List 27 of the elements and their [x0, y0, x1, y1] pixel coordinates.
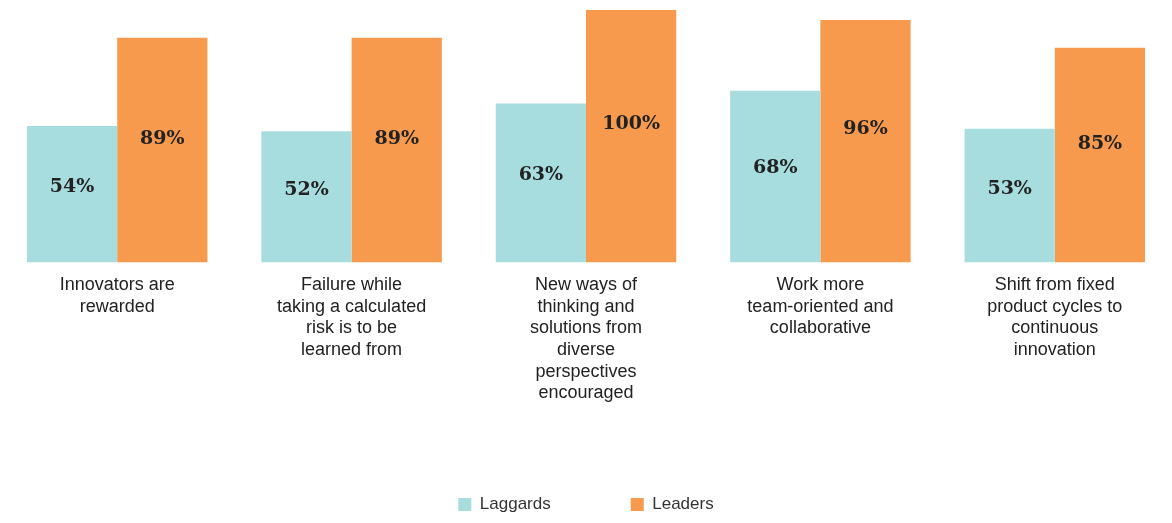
x-tick-label: Shift from fixed product cycles to continuous innovation — [987, 274, 1123, 359]
bar — [351, 37, 442, 263]
x-tick-label: Work more team-oriented and collaborative — [747, 274, 894, 338]
data-label: 100% — [602, 110, 660, 133]
legend-label: Leaders — [652, 494, 714, 514]
bar — [730, 90, 821, 263]
bar — [495, 103, 586, 263]
bar — [1054, 47, 1146, 263]
data-label: 85% — [1077, 131, 1123, 154]
bar — [586, 10, 677, 263]
data-label: 68% — [753, 154, 798, 177]
x-tick-label: Innovators are rewarded — [59, 274, 175, 316]
bar — [26, 126, 118, 263]
data-label: 89% — [140, 125, 185, 148]
data-label: 89% — [374, 125, 419, 148]
bar — [820, 20, 911, 263]
bar — [117, 37, 208, 263]
data-label: 63% — [518, 161, 564, 184]
bar — [964, 128, 1055, 263]
data-label: 52% — [284, 177, 329, 200]
legend-label: Laggards — [479, 494, 551, 514]
data-label: 96% — [843, 116, 888, 139]
x-tick-label: Failure while taking a calculated risk is to be learned from — [277, 274, 427, 359]
data-label: 53% — [987, 175, 1032, 198]
bar — [261, 131, 352, 263]
data-label: 54% — [49, 174, 95, 197]
x-tick-label: New ways of thinking and solutions from diverse perspectives encouraged — [529, 274, 643, 403]
